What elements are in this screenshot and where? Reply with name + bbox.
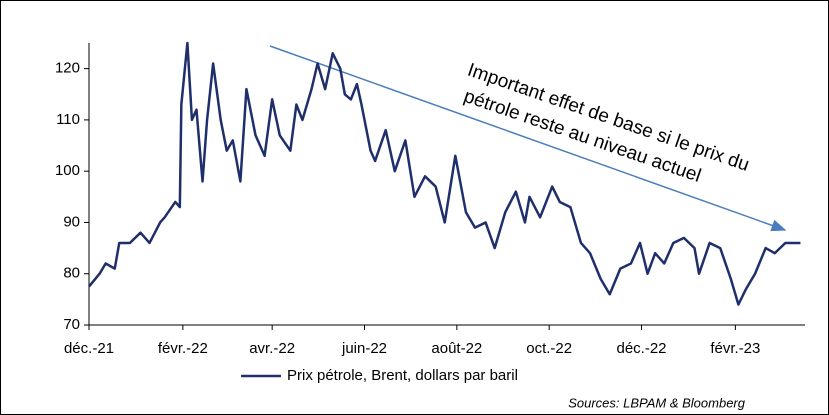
x-tick-label: févr.-23 <box>710 340 760 357</box>
x-tick-label: avr.-22 <box>249 340 295 357</box>
source: Sources: LBPAM & Bloomberg <box>568 395 746 410</box>
x-tick-label: déc.-22 <box>616 340 666 357</box>
y-tick-label: 80 <box>63 265 80 282</box>
y-tick-label: 100 <box>55 162 80 179</box>
x-tick-label: août-22 <box>431 340 482 357</box>
x-tick-label: déc.-21 <box>64 340 114 357</box>
y-tick-label: 110 <box>56 111 80 128</box>
y-tick-label: 120 <box>55 60 80 77</box>
y-tick-label: 70 <box>63 316 80 333</box>
annotation: Important effet de base si le prix du pé… <box>461 60 752 187</box>
x-tick-label: févr.-22 <box>158 340 208 357</box>
x-tick-label: oct.-22 <box>526 340 572 357</box>
price-line <box>88 41 801 306</box>
x-tick-label: juin-22 <box>341 340 387 357</box>
trend-arrow <box>269 45 787 232</box>
y-tick-label: 90 <box>63 213 80 230</box>
legend-label: Prix pétrole, Brent, dollars par baril <box>287 367 518 384</box>
